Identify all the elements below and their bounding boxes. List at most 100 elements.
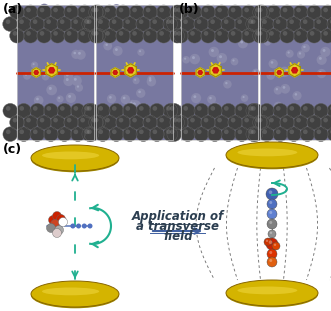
Circle shape [158, 17, 160, 19]
Circle shape [72, 109, 81, 118]
Circle shape [264, 38, 271, 46]
Circle shape [152, 124, 161, 133]
Circle shape [46, 85, 57, 95]
Circle shape [214, 5, 229, 20]
Circle shape [16, 17, 31, 31]
Circle shape [50, 5, 65, 20]
Circle shape [166, 106, 171, 111]
Circle shape [238, 134, 245, 141]
Circle shape [280, 28, 294, 43]
Circle shape [122, 17, 137, 31]
Circle shape [217, 31, 222, 36]
Circle shape [268, 230, 276, 238]
Circle shape [67, 30, 76, 39]
Circle shape [269, 8, 274, 12]
Circle shape [105, 8, 110, 12]
Circle shape [20, 129, 24, 134]
Circle shape [89, 28, 103, 43]
Circle shape [3, 17, 17, 31]
Circle shape [82, 104, 97, 118]
Circle shape [95, 17, 110, 31]
Circle shape [143, 28, 158, 43]
Circle shape [91, 115, 106, 130]
Circle shape [3, 127, 18, 142]
Circle shape [180, 127, 195, 142]
Circle shape [129, 28, 144, 43]
Circle shape [33, 106, 38, 111]
Circle shape [315, 117, 325, 126]
Circle shape [53, 118, 58, 123]
Circle shape [256, 118, 260, 123]
Circle shape [105, 19, 115, 29]
Circle shape [89, 5, 103, 20]
Circle shape [248, 132, 257, 141]
Circle shape [69, 32, 71, 35]
Circle shape [139, 50, 141, 52]
Circle shape [59, 217, 68, 226]
Circle shape [254, 70, 256, 72]
Circle shape [190, 31, 195, 36]
Circle shape [64, 28, 78, 43]
Circle shape [15, 31, 18, 34]
Circle shape [98, 106, 103, 111]
Circle shape [77, 115, 92, 130]
Circle shape [64, 72, 73, 81]
Circle shape [238, 129, 242, 134]
Circle shape [13, 31, 17, 36]
Circle shape [229, 119, 238, 128]
Polygon shape [128, 68, 134, 73]
Circle shape [13, 29, 23, 39]
Circle shape [299, 52, 301, 54]
Circle shape [92, 31, 96, 36]
Circle shape [125, 106, 130, 111]
Bar [96, 5, 173, 140]
Circle shape [23, 5, 38, 20]
Circle shape [98, 129, 103, 134]
Circle shape [279, 67, 290, 77]
Circle shape [95, 127, 110, 142]
Circle shape [241, 28, 256, 43]
Circle shape [189, 121, 196, 128]
Circle shape [109, 17, 123, 31]
Circle shape [48, 109, 51, 111]
Circle shape [55, 225, 64, 234]
Circle shape [300, 17, 314, 31]
Circle shape [82, 224, 87, 229]
Circle shape [297, 22, 300, 24]
Circle shape [66, 117, 73, 125]
Circle shape [71, 17, 85, 31]
Circle shape [283, 31, 287, 36]
Circle shape [166, 129, 171, 134]
Circle shape [102, 115, 117, 130]
Circle shape [313, 17, 328, 31]
Circle shape [228, 115, 242, 130]
Circle shape [73, 106, 78, 111]
Circle shape [136, 127, 151, 142]
Circle shape [209, 97, 212, 100]
Circle shape [67, 8, 71, 12]
Circle shape [245, 15, 254, 24]
Circle shape [267, 219, 277, 229]
Circle shape [262, 106, 267, 111]
Circle shape [244, 118, 249, 123]
Circle shape [270, 232, 272, 234]
Circle shape [40, 8, 44, 12]
Circle shape [167, 127, 181, 142]
Circle shape [262, 19, 267, 24]
Circle shape [323, 132, 326, 134]
Ellipse shape [31, 145, 119, 171]
Circle shape [66, 74, 69, 77]
Circle shape [203, 33, 206, 36]
Circle shape [190, 118, 195, 123]
Circle shape [234, 17, 249, 31]
Circle shape [310, 118, 314, 123]
Circle shape [269, 118, 274, 123]
Circle shape [122, 127, 137, 142]
Circle shape [68, 95, 71, 98]
Circle shape [153, 106, 157, 111]
Circle shape [125, 129, 130, 134]
Circle shape [268, 73, 271, 76]
Circle shape [307, 28, 321, 43]
Circle shape [84, 127, 99, 142]
Circle shape [283, 8, 287, 12]
